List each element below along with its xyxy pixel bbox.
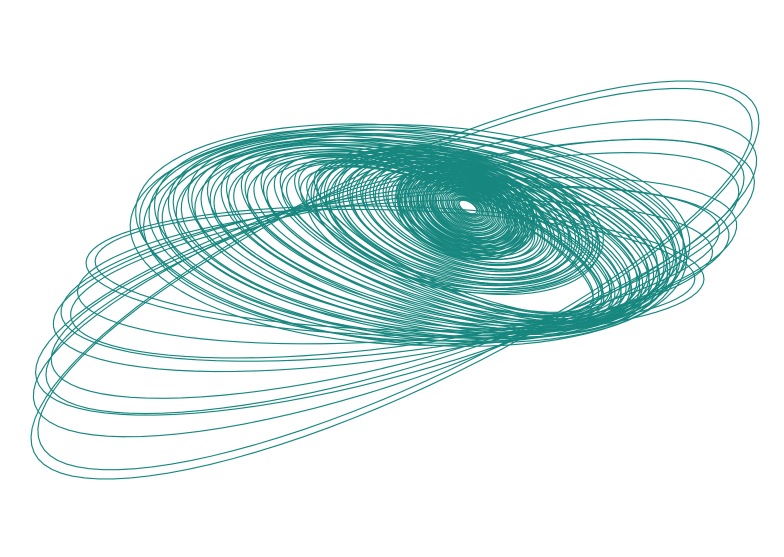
spiro-loop — [457, 198, 479, 216]
spiro-loop — [313, 160, 594, 320]
spiro-loop — [306, 146, 604, 294]
spirograph-bands — [30, 80, 760, 480]
spiro-loop — [70, 186, 720, 359]
spiro-loop — [187, 135, 661, 338]
spiro-loop — [450, 193, 485, 221]
spiro-loop — [458, 199, 478, 215]
spiro-loop — [37, 87, 753, 471]
spiro-loop — [420, 179, 517, 247]
spiro-loop — [306, 164, 600, 315]
spiro-loop — [253, 153, 627, 324]
spiro-loop — [157, 132, 677, 339]
spiro-loop — [153, 128, 678, 344]
spiro-loop — [444, 189, 491, 226]
spiro-loop — [425, 182, 513, 243]
spiro-loop — [441, 187, 494, 229]
spiro-loop — [319, 148, 594, 290]
spiro-loop — [30, 80, 760, 480]
spiro-loop — [362, 160, 561, 273]
spiro-loop — [85, 205, 705, 337]
spiro-loop — [281, 161, 613, 318]
spiro-loop — [452, 195, 484, 220]
band-outer-sweep — [30, 80, 760, 480]
spiro-loop — [135, 123, 688, 347]
spiro-loop — [246, 155, 631, 321]
spiro-loop — [240, 145, 633, 330]
spiro-loop — [299, 166, 604, 313]
spiro-loop — [139, 126, 686, 345]
spiro-loop — [316, 165, 594, 315]
spiro-loop — [32, 119, 758, 438]
spiro-loop — [50, 152, 740, 399]
spiro-loop — [45, 138, 745, 415]
spiro-loop — [52, 176, 738, 373]
spiro-loop — [385, 166, 544, 264]
spiro-loop — [129, 124, 691, 346]
spiro-loop — [439, 186, 495, 230]
